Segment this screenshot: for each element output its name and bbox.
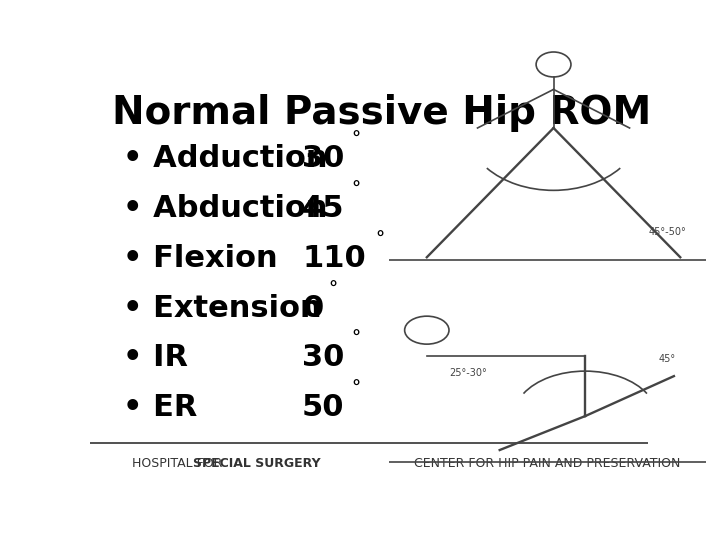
- Text: °: °: [351, 330, 361, 348]
- Text: °: °: [351, 180, 361, 199]
- Text: 30: 30: [302, 343, 344, 373]
- Text: 0: 0: [302, 294, 323, 322]
- Text: 110: 110: [302, 244, 366, 273]
- Text: 45°: 45°: [659, 354, 676, 364]
- Text: 50: 50: [302, 393, 345, 422]
- Text: CENTER FOR HIP PAIN AND PRESERVATION: CENTER FOR HIP PAIN AND PRESERVATION: [413, 457, 680, 470]
- Text: 25°-30°: 25°-30°: [449, 368, 487, 378]
- Text: °: °: [351, 131, 361, 149]
- Text: Normal Passive Hip ROM: Normal Passive Hip ROM: [112, 94, 652, 132]
- Text: °: °: [351, 380, 361, 398]
- Text: • Abduction: • Abduction: [124, 194, 328, 223]
- Text: • Flexion: • Flexion: [124, 244, 278, 273]
- Text: °: °: [328, 280, 338, 298]
- Text: • ER: • ER: [124, 393, 198, 422]
- Text: °: °: [375, 231, 384, 248]
- Text: • IR: • IR: [124, 343, 189, 373]
- Text: • Extension: • Extension: [124, 294, 322, 322]
- Text: 30: 30: [302, 144, 344, 173]
- Text: SPECIAL SURGERY: SPECIAL SURGERY: [193, 457, 321, 470]
- Text: 45: 45: [302, 194, 345, 223]
- Text: • Adduction: • Adduction: [124, 144, 328, 173]
- Text: 45°-50°: 45°-50°: [649, 227, 686, 237]
- Text: HOSPITAL FOR: HOSPITAL FOR: [132, 457, 226, 470]
- Text: HS: HS: [25, 513, 35, 519]
